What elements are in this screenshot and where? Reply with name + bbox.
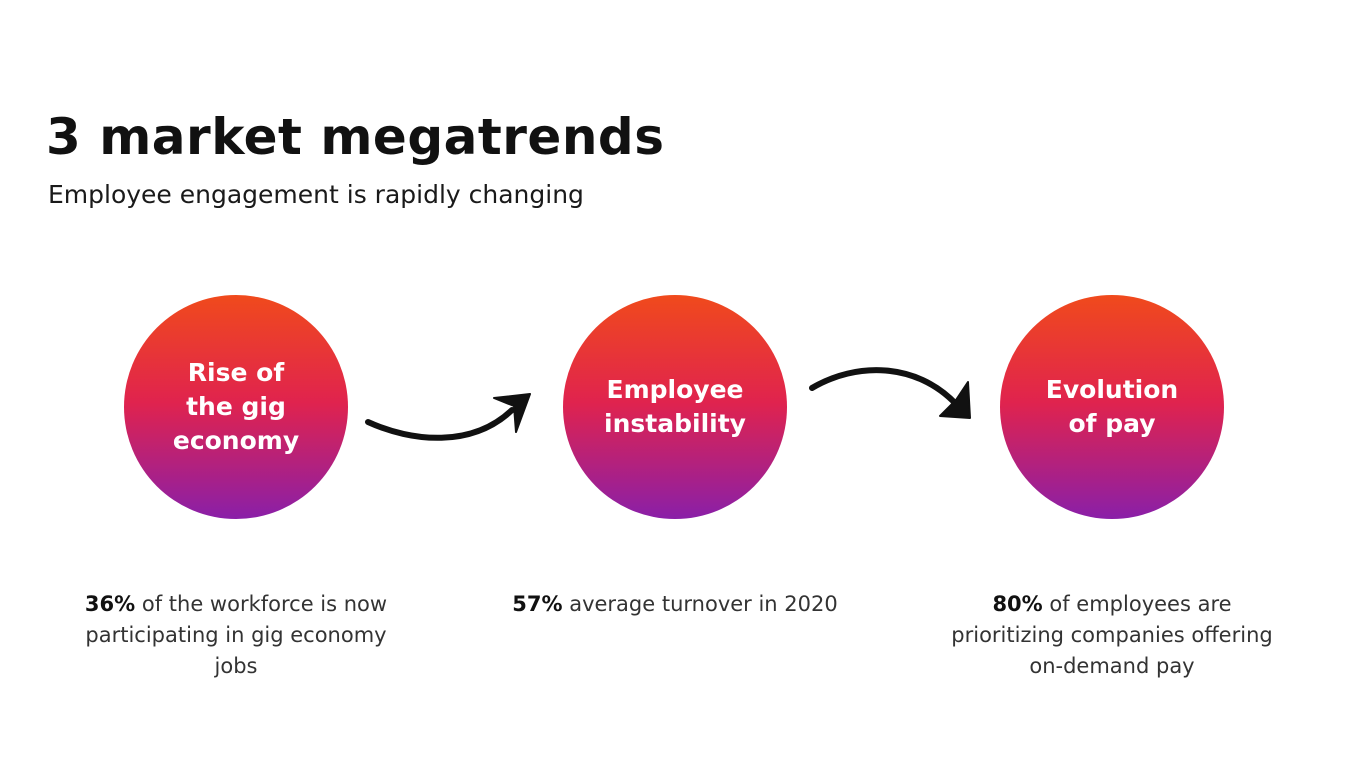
trend-circle-evolution-of-pay: Evolution of pay: [1000, 295, 1224, 519]
arrow-head: [939, 381, 971, 419]
arrow-shaft: [365, 407, 515, 441]
trend-label-line: instability: [604, 409, 746, 438]
curved-arrow-down-right-icon: [809, 367, 971, 419]
stat-text: average turnover in 2020: [569, 592, 838, 616]
trend-label-evolution-of-pay: Evolution of pay: [1026, 373, 1198, 441]
trend-stat-gig-economy: 36% of the workforce is now participatin…: [66, 589, 406, 682]
stat-text: of employees are prioritizing companies …: [951, 592, 1273, 678]
trend-label-line: the gig: [186, 392, 286, 421]
trend-label-gig-economy: Rise of the gig economy: [153, 356, 319, 458]
stat-value: 36%: [84, 592, 136, 616]
arrow-head: [493, 393, 531, 433]
trend-label-line: economy: [172, 426, 300, 455]
trend-label-line: Evolution: [1045, 375, 1179, 404]
trend-label-line: Employee: [606, 375, 744, 404]
curved-arrow-up-right-icon: [365, 393, 531, 441]
trend-label-line: Rise of: [187, 358, 285, 387]
stat-text: of the workforce is now participating in…: [85, 592, 388, 678]
trend-label-employee-instability: Employee instability: [584, 373, 766, 441]
stat-value: 57%: [512, 592, 563, 616]
slide-title: 3 market megatrends: [46, 108, 665, 166]
stat-value: 80%: [992, 592, 1043, 616]
arrow-shaft: [809, 367, 959, 407]
trend-circle-gig-economy: Rise of the gig economy: [124, 295, 348, 519]
slide-subtitle: Employee engagement is rapidly changing: [48, 180, 584, 209]
trend-circle-employee-instability: Employee instability: [563, 295, 787, 519]
trend-stat-employee-instability: 57% average turnover in 2020: [505, 589, 845, 620]
trend-stat-evolution-of-pay: 80% of employees are prioritizing compan…: [942, 589, 1282, 682]
trend-label-line: of pay: [1068, 409, 1156, 438]
